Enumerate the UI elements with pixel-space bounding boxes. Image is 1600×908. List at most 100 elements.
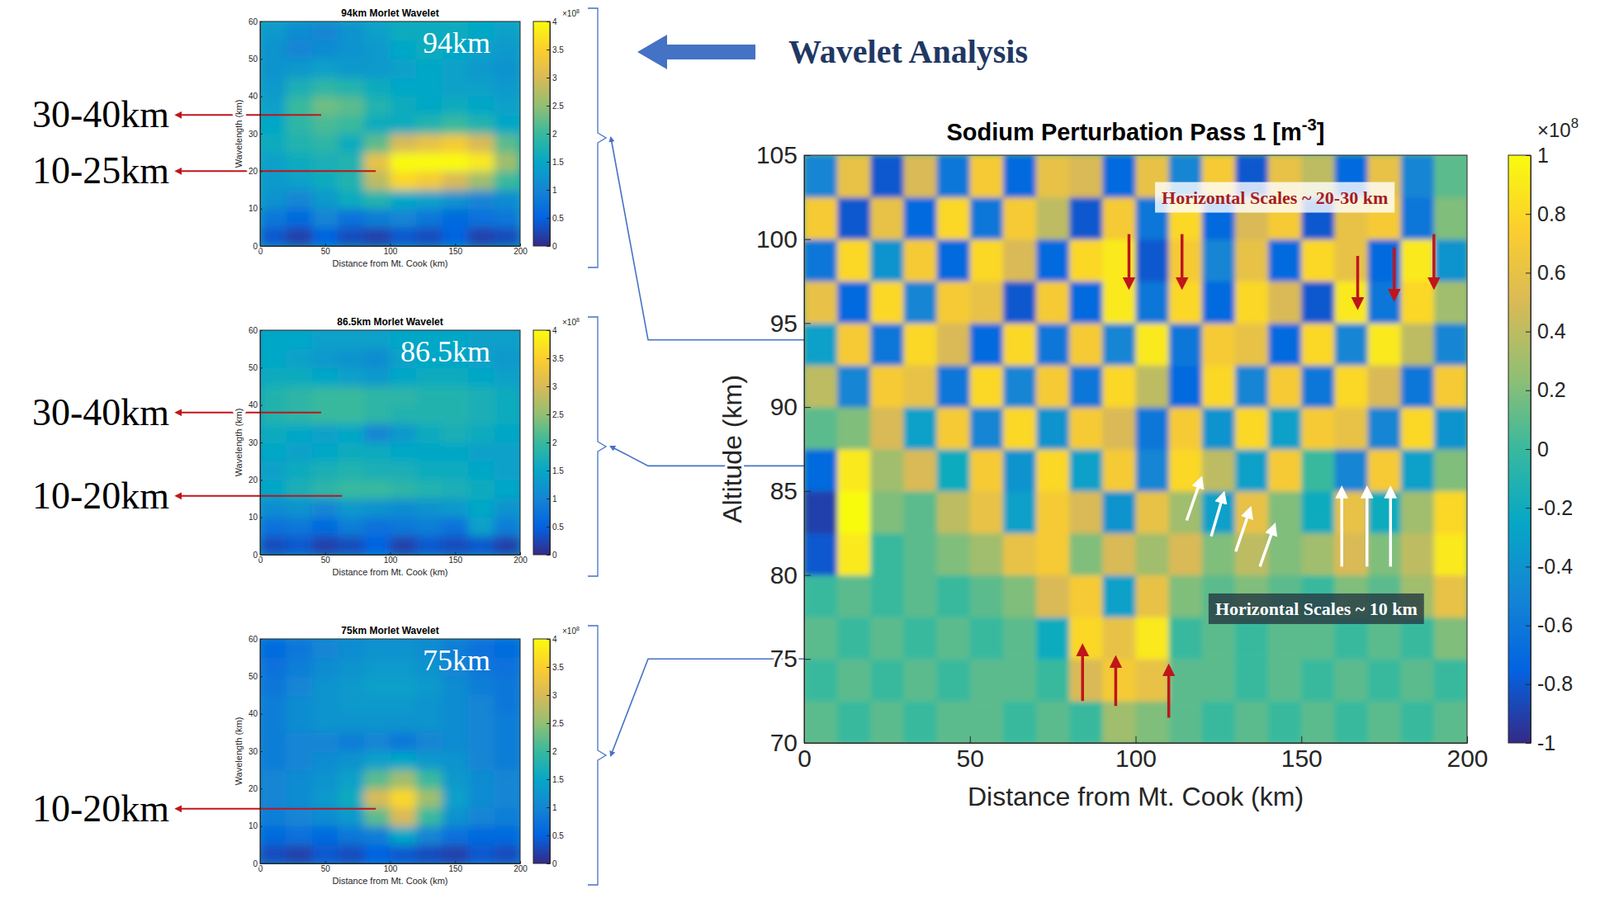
heatmap-cell: [390, 133, 417, 153]
heatmap-cell: [260, 657, 287, 677]
tick-mark: [804, 322, 811, 324]
heatmap-cell: [416, 152, 443, 172]
tick-mark: [546, 133, 550, 135]
heatmap-cell: [1036, 616, 1070, 659]
heatmap-cell: [338, 330, 365, 350]
annotation-label: 30-40km: [32, 391, 170, 434]
arrow: [1339, 489, 1344, 568]
tick-label: 1: [552, 494, 558, 504]
heatmap-cell: [338, 133, 365, 153]
heatmap-cell: [468, 227, 495, 247]
heatmap-cell: [364, 330, 391, 350]
heatmap-cell: [1136, 491, 1170, 534]
heatmap-cell: [468, 461, 495, 481]
heatmap-cell: [1301, 658, 1335, 701]
tick: 75: [770, 644, 811, 673]
arrows: [1082, 234, 1435, 719]
heatmap-cell: [1268, 322, 1302, 365]
heatmap-cell: [364, 367, 391, 387]
plot-area: [260, 639, 521, 864]
heatmap-cell: [338, 479, 365, 499]
y-axis-title: Wavelength (km): [233, 717, 244, 786]
heatmap-cell: [338, 770, 365, 790]
heatmap-cell: [390, 479, 417, 499]
heatmap-cell: [1136, 658, 1170, 701]
plot-background: [260, 639, 521, 864]
tick: 50: [321, 552, 332, 565]
heatmap-cell: [937, 616, 971, 659]
tick-label: 100: [1115, 744, 1157, 772]
heatmap-cell: [416, 676, 443, 696]
heatmap-cell: [494, 498, 521, 518]
heatmap-cell: [970, 700, 1004, 744]
heatmap-cell: [970, 533, 1004, 576]
heatmap-cell: [364, 826, 391, 846]
heatmap-cell: [338, 189, 365, 209]
heatmap-cell: [312, 423, 339, 443]
tick: 0.4: [1525, 319, 1567, 343]
tick: 50: [321, 861, 332, 874]
heatmap-cell: [1268, 407, 1302, 450]
tick-label: 3.5: [552, 662, 564, 673]
heatmap-cell: [1368, 364, 1402, 408]
heatmap-cell: [312, 844, 339, 864]
colorbar-frame: [533, 639, 550, 864]
heatmap-cell: [260, 386, 287, 406]
colorbar: [533, 21, 550, 247]
heatmap-cell: [804, 700, 838, 744]
heatmap-cell: [260, 498, 287, 518]
heatmap-cell: [1136, 364, 1170, 408]
heatmap-cell: [494, 170, 521, 190]
heatmap-cell: [1003, 533, 1037, 576]
heatmap-cell: [937, 281, 971, 324]
tick-mark: [1525, 272, 1531, 274]
tick-label: 3.5: [552, 354, 564, 364]
heatmap-cell: [286, 676, 313, 696]
tick-label: 150: [1281, 744, 1323, 772]
heatmap-cell: [364, 498, 391, 518]
tick-label: 0: [258, 864, 264, 874]
heatmap-cell: [364, 405, 391, 425]
heatmap-cell: [312, 330, 339, 350]
tick: 100: [383, 861, 398, 874]
title-text: Sodium Perturbation Pass 1 [m: [946, 118, 1302, 146]
tick-mark: [546, 105, 550, 107]
heatmap-cell: [390, 423, 417, 443]
heatmap-cell: [312, 714, 339, 734]
heatmap-cell: [1003, 658, 1037, 701]
heatmap-cell: [338, 114, 365, 134]
heatmap-cell: [970, 155, 1004, 198]
heatmap-cell: [1036, 281, 1070, 324]
heatmap-cell: [468, 807, 495, 827]
heatmap-cell: [494, 695, 521, 715]
tick-label: 50: [248, 363, 259, 373]
x-axis-title: Distance from Mt. Cook (km): [967, 781, 1304, 812]
heatmap-cell: [260, 77, 287, 97]
heatmap-cell: [442, 114, 469, 134]
heatmap-cell: [390, 517, 417, 537]
tick-label: -0.2: [1537, 496, 1573, 520]
heatmap-cell: [442, 208, 469, 228]
heatmap-panel: 30-40km10-20km0501001502000102030405060D…: [32, 316, 580, 578]
heatmap-cell: [1036, 239, 1070, 282]
heatmap-cell: [390, 367, 417, 387]
tick: 1.5: [546, 775, 564, 785]
tick: 1.5: [546, 157, 564, 167]
heatmap-cell: [494, 133, 521, 153]
heatmap-cell: [494, 423, 521, 443]
heatmap-cell: [390, 676, 417, 696]
tick-mark: [1525, 213, 1531, 215]
heatmap-cell: [260, 639, 287, 658]
heatmap-cell: [442, 844, 469, 864]
tick: 0.6: [1525, 260, 1567, 285]
heatmap-cell: [1268, 700, 1302, 744]
tick-mark: [546, 77, 550, 79]
tick-mark: [1525, 507, 1531, 509]
tick-mark: [546, 161, 550, 163]
tick-label: 60: [248, 17, 259, 27]
bracket: [587, 625, 606, 886]
heatmap-cell: [364, 114, 391, 134]
tick-mark: [804, 407, 811, 408]
figure: 30-40km10-25km0501001502000102030405060D…: [0, 0, 1600, 908]
heatmap-cell: [494, 40, 521, 60]
